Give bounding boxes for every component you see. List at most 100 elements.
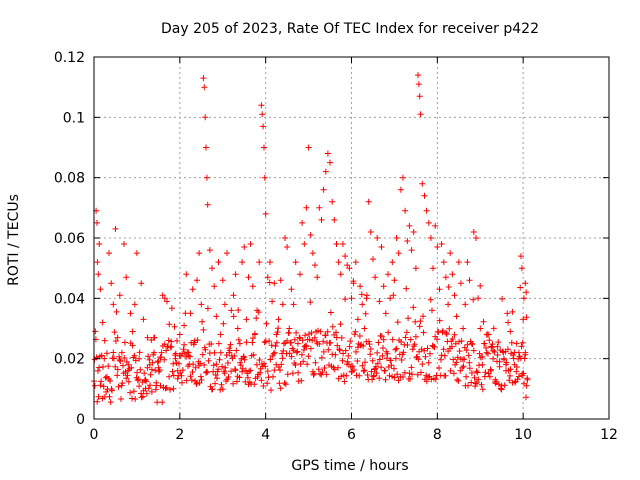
data-point	[212, 380, 218, 387]
x-tick-label: 0	[90, 427, 99, 443]
data-point	[363, 295, 370, 302]
data-point	[247, 241, 254, 247]
data-point	[136, 355, 143, 362]
data-point	[322, 168, 329, 175]
data-point	[422, 353, 429, 360]
data-point	[420, 313, 426, 320]
data-point	[239, 368, 246, 375]
data-point	[181, 341, 188, 348]
data-point	[463, 373, 470, 380]
data-point	[415, 356, 422, 363]
x-tick-label: 4	[261, 427, 270, 443]
data-point	[398, 357, 405, 363]
data-point	[286, 350, 293, 357]
data-point	[166, 373, 173, 380]
data-point	[317, 328, 324, 335]
data-point	[200, 75, 207, 82]
data-point	[276, 380, 283, 387]
x-tick-label: 12	[600, 427, 618, 443]
data-point	[219, 386, 226, 393]
data-point	[275, 316, 282, 323]
data-point	[299, 337, 306, 344]
data-point	[398, 339, 405, 345]
data-point	[414, 371, 421, 378]
data-point	[407, 375, 414, 382]
data-point	[360, 368, 367, 375]
data-point	[436, 286, 443, 293]
data-point	[228, 368, 235, 375]
data-point	[253, 315, 260, 322]
data-point	[342, 296, 349, 303]
data-point	[295, 369, 302, 376]
x-tick-label: 8	[433, 427, 442, 443]
data-point	[213, 361, 220, 368]
data-point	[268, 342, 275, 349]
data-point	[234, 325, 241, 332]
data-point	[427, 235, 434, 241]
data-point	[490, 355, 497, 362]
data-point	[114, 366, 121, 373]
data-point	[164, 298, 170, 305]
data-point	[204, 369, 211, 376]
data-point	[217, 349, 224, 356]
data-point	[393, 235, 400, 241]
data-point	[402, 207, 409, 214]
data-point	[391, 277, 398, 284]
data-point	[518, 265, 525, 272]
data-point	[94, 219, 100, 226]
data-point	[470, 347, 477, 354]
data-point	[100, 383, 107, 390]
data-point	[138, 280, 145, 287]
data-point	[506, 372, 513, 379]
data-point	[258, 377, 265, 384]
data-point	[178, 372, 185, 379]
data-point	[503, 359, 510, 366]
data-point	[373, 370, 380, 377]
data-point	[431, 343, 438, 350]
data-point	[186, 353, 193, 360]
data-point	[523, 382, 530, 389]
data-point	[297, 271, 303, 278]
data-point	[201, 84, 208, 91]
data-point	[95, 393, 102, 400]
data-point	[294, 348, 301, 355]
data-point	[329, 323, 336, 330]
data-point	[310, 371, 317, 378]
data-point	[397, 186, 404, 193]
data-point	[376, 356, 383, 363]
data-point	[333, 334, 340, 341]
data-point	[417, 318, 424, 325]
data-point	[522, 349, 529, 356]
data-point	[463, 347, 470, 354]
data-point	[226, 349, 233, 356]
data-point	[294, 340, 301, 347]
data-point	[409, 371, 415, 378]
data-point	[423, 207, 430, 214]
data-point	[386, 372, 393, 379]
data-point	[349, 363, 356, 370]
data-point	[121, 355, 128, 361]
data-point	[299, 219, 306, 226]
data-point	[307, 232, 314, 238]
data-point	[370, 256, 376, 263]
data-point	[454, 376, 461, 383]
data-point	[98, 352, 105, 359]
y-tick-label: 0.06	[54, 231, 85, 247]
data-point	[314, 274, 321, 281]
data-point	[271, 280, 278, 287]
data-point	[259, 111, 266, 118]
data-point	[521, 355, 528, 362]
data-point	[494, 343, 501, 350]
data-point	[356, 333, 363, 339]
data-point	[405, 315, 412, 322]
y-tick-label: 0.04	[54, 291, 85, 307]
data-point	[217, 331, 224, 338]
data-point	[500, 355, 507, 362]
data-point	[458, 338, 465, 344]
data-point	[318, 354, 325, 361]
data-point	[159, 399, 166, 406]
data-point	[138, 394, 145, 401]
data-point	[378, 364, 385, 371]
data-point	[518, 343, 525, 350]
